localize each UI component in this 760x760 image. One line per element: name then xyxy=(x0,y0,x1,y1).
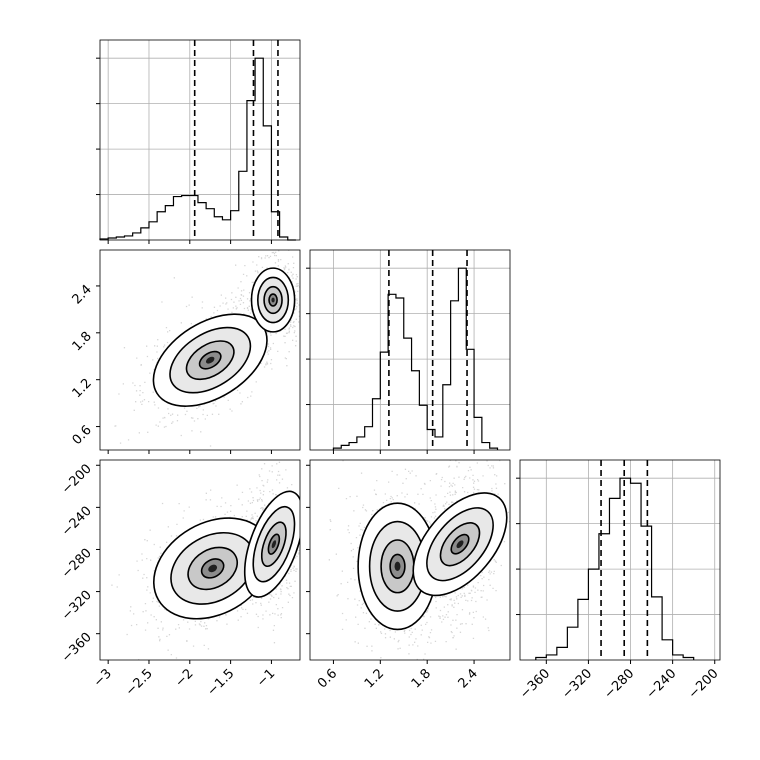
contour-0-2 xyxy=(185,340,235,381)
y-tick-label: 1.8 xyxy=(70,329,95,354)
contour-1-3 xyxy=(268,293,278,307)
contour-0-3 xyxy=(200,558,225,579)
x-tick-label: 1.2 xyxy=(362,666,387,691)
y-tick-label: −280 xyxy=(59,546,95,582)
contour-1-2 xyxy=(263,285,283,315)
contour-1-0 xyxy=(250,267,296,333)
contour-1-1 xyxy=(256,276,290,324)
y-tick-label: −200 xyxy=(59,461,95,497)
density-level-0-4 xyxy=(394,561,401,572)
density-layer xyxy=(111,461,300,660)
contour-1-0 xyxy=(412,492,508,597)
y-tick-label: 1.2 xyxy=(70,376,95,401)
contour-0-3 xyxy=(198,350,222,370)
x-tick-label: 0.6 xyxy=(315,666,340,691)
frame xyxy=(519,459,721,661)
frame xyxy=(99,249,301,451)
contour-1-2 xyxy=(260,521,287,568)
y_vs_x-panel: 0.6 1.2 1.8 2.4 xyxy=(70,249,301,454)
density-level-1-4 xyxy=(456,540,464,549)
frame xyxy=(99,39,301,241)
x-tick-label: −3 xyxy=(91,666,115,690)
x-tick-label: −2 xyxy=(172,666,196,690)
histogram-step xyxy=(99,57,296,241)
contour-0-1 xyxy=(169,326,252,394)
x-tick-label: −280 xyxy=(601,666,637,702)
frame xyxy=(99,459,301,661)
y-tick-label: 0.6 xyxy=(70,423,95,448)
hist_z-panel: −360 −320 −280 −240 −200 xyxy=(516,459,722,702)
frame xyxy=(309,459,511,661)
x-tick-label: −320 xyxy=(559,666,595,702)
x-tick-label: 2.4 xyxy=(456,666,481,691)
x-tick-label: −360 xyxy=(517,666,553,702)
contour-1-1 xyxy=(252,505,296,583)
density-level-1-4 xyxy=(271,540,277,549)
x-tick-label: −1.5 xyxy=(205,666,238,699)
contour-1-3 xyxy=(450,533,470,555)
frame xyxy=(309,249,511,451)
plot-area xyxy=(310,250,510,450)
x-tick-label: 1.8 xyxy=(409,666,434,691)
density-layer xyxy=(328,460,510,660)
contour-1-2 xyxy=(439,522,481,567)
contour-1-1 xyxy=(426,507,494,582)
density-level-0-4 xyxy=(205,356,215,364)
y-tick-label: −360 xyxy=(59,630,95,666)
contour-1-3 xyxy=(267,533,281,555)
contour-0-3 xyxy=(389,553,406,579)
density-level-1-4 xyxy=(271,297,275,303)
x-tick-label: −200 xyxy=(686,666,722,702)
z_vs_y-panel: 0.6 1.2 1.8 2.4 xyxy=(306,459,511,691)
hist_y-panel xyxy=(306,249,511,454)
density-layer xyxy=(114,250,300,447)
density-level-0-4 xyxy=(208,564,218,573)
histogram-step xyxy=(332,267,499,450)
contour-0-2 xyxy=(187,546,238,591)
x-tick-label: −1 xyxy=(254,666,278,690)
y-tick-label: 2.4 xyxy=(70,282,95,307)
x-tick-label: −240 xyxy=(644,666,680,702)
histogram-step xyxy=(535,477,695,660)
z_vs_x-panel: −3 −2.5 −2 −1.5 −1 −360 −320 −280 −240 −200 xyxy=(59,459,301,699)
hist_x-panel xyxy=(96,39,301,244)
y-tick-label: −240 xyxy=(59,504,95,540)
y-tick-label: −320 xyxy=(59,588,95,624)
contour-1-0 xyxy=(243,490,300,598)
x-tick-label: −2.5 xyxy=(123,666,156,699)
plot-area xyxy=(100,40,300,240)
